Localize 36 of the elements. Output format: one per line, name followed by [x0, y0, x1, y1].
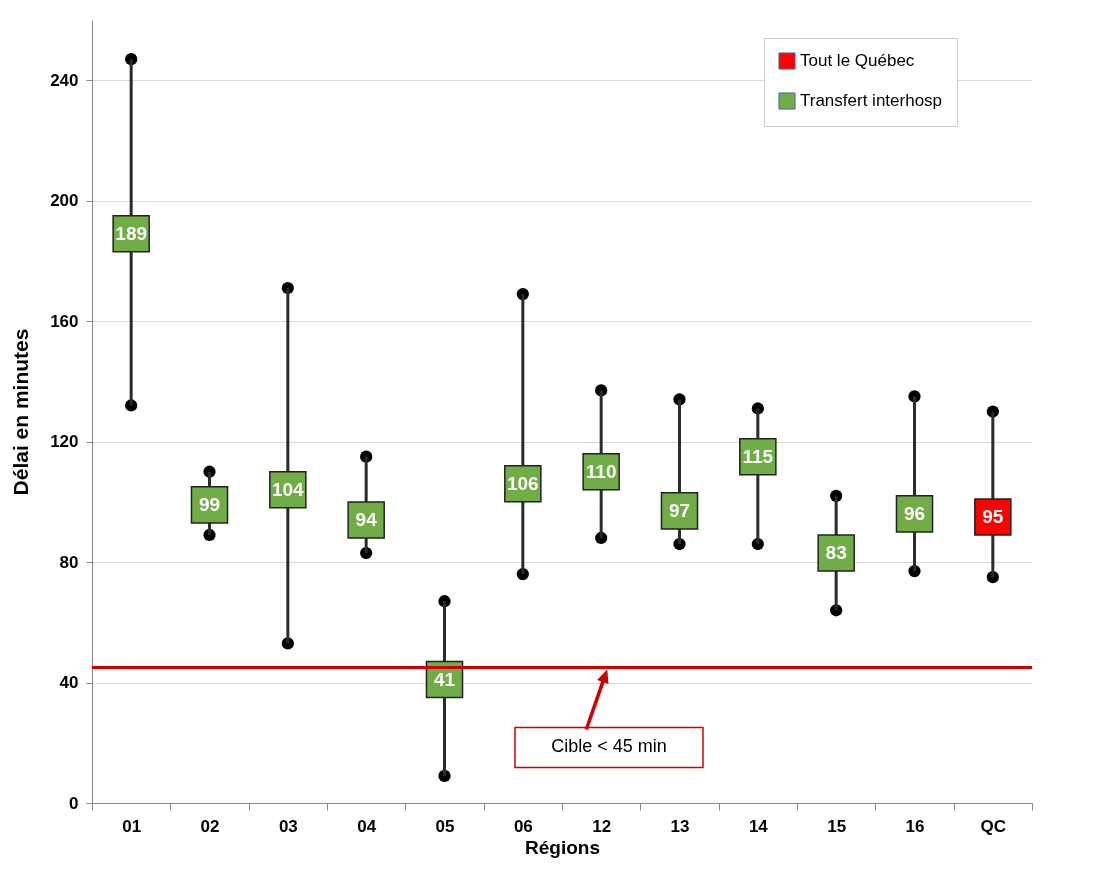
annotation: Cible < 45 min: [551, 736, 667, 757]
x-tick-label: 03: [278, 816, 298, 836]
data-label: 83: [825, 542, 847, 564]
data-label: 97: [668, 499, 691, 521]
x-tick-label: 01: [122, 816, 142, 836]
data-label: 104: [271, 478, 305, 500]
x-tick-label: 15: [827, 816, 847, 836]
x-tick-label: QC: [980, 816, 1007, 836]
data-label: 95: [982, 505, 1004, 527]
y-tick-label: 0: [69, 793, 79, 813]
y-tick-label: 160: [50, 311, 79, 331]
data-label: 99: [198, 493, 221, 515]
data-label: 115: [742, 445, 774, 467]
data-label: 94: [355, 508, 378, 530]
data-label: 96: [903, 502, 926, 524]
x-axis-title: Régions: [525, 836, 600, 858]
x-tick-label: 12: [592, 816, 612, 836]
x-tick-label: 02: [200, 816, 220, 836]
legend-label: Tout le Québec: [800, 51, 915, 70]
x-tick-label: 04: [357, 816, 377, 836]
data-label: 41: [433, 668, 456, 690]
y-tick-label: 240: [50, 70, 79, 90]
data-label: 106: [506, 472, 539, 494]
x-tick-label: 06: [513, 816, 533, 836]
y-tick-label: 40: [59, 673, 79, 693]
x-tick-label: 13: [670, 816, 690, 836]
y-tick-label: 200: [50, 191, 79, 211]
x-tick-label: 16: [905, 816, 925, 836]
x-tick-label: 14: [748, 816, 769, 836]
y-tick-label: 80: [59, 552, 79, 572]
data-label: 110: [585, 460, 617, 482]
x-tick-label: 05: [435, 816, 455, 836]
y-axis-title: Délai en minutes: [9, 328, 33, 496]
data-label: 189: [115, 222, 148, 244]
y-tick-label: 120: [50, 432, 79, 452]
legend-label: Transfert interhosp: [800, 91, 943, 110]
